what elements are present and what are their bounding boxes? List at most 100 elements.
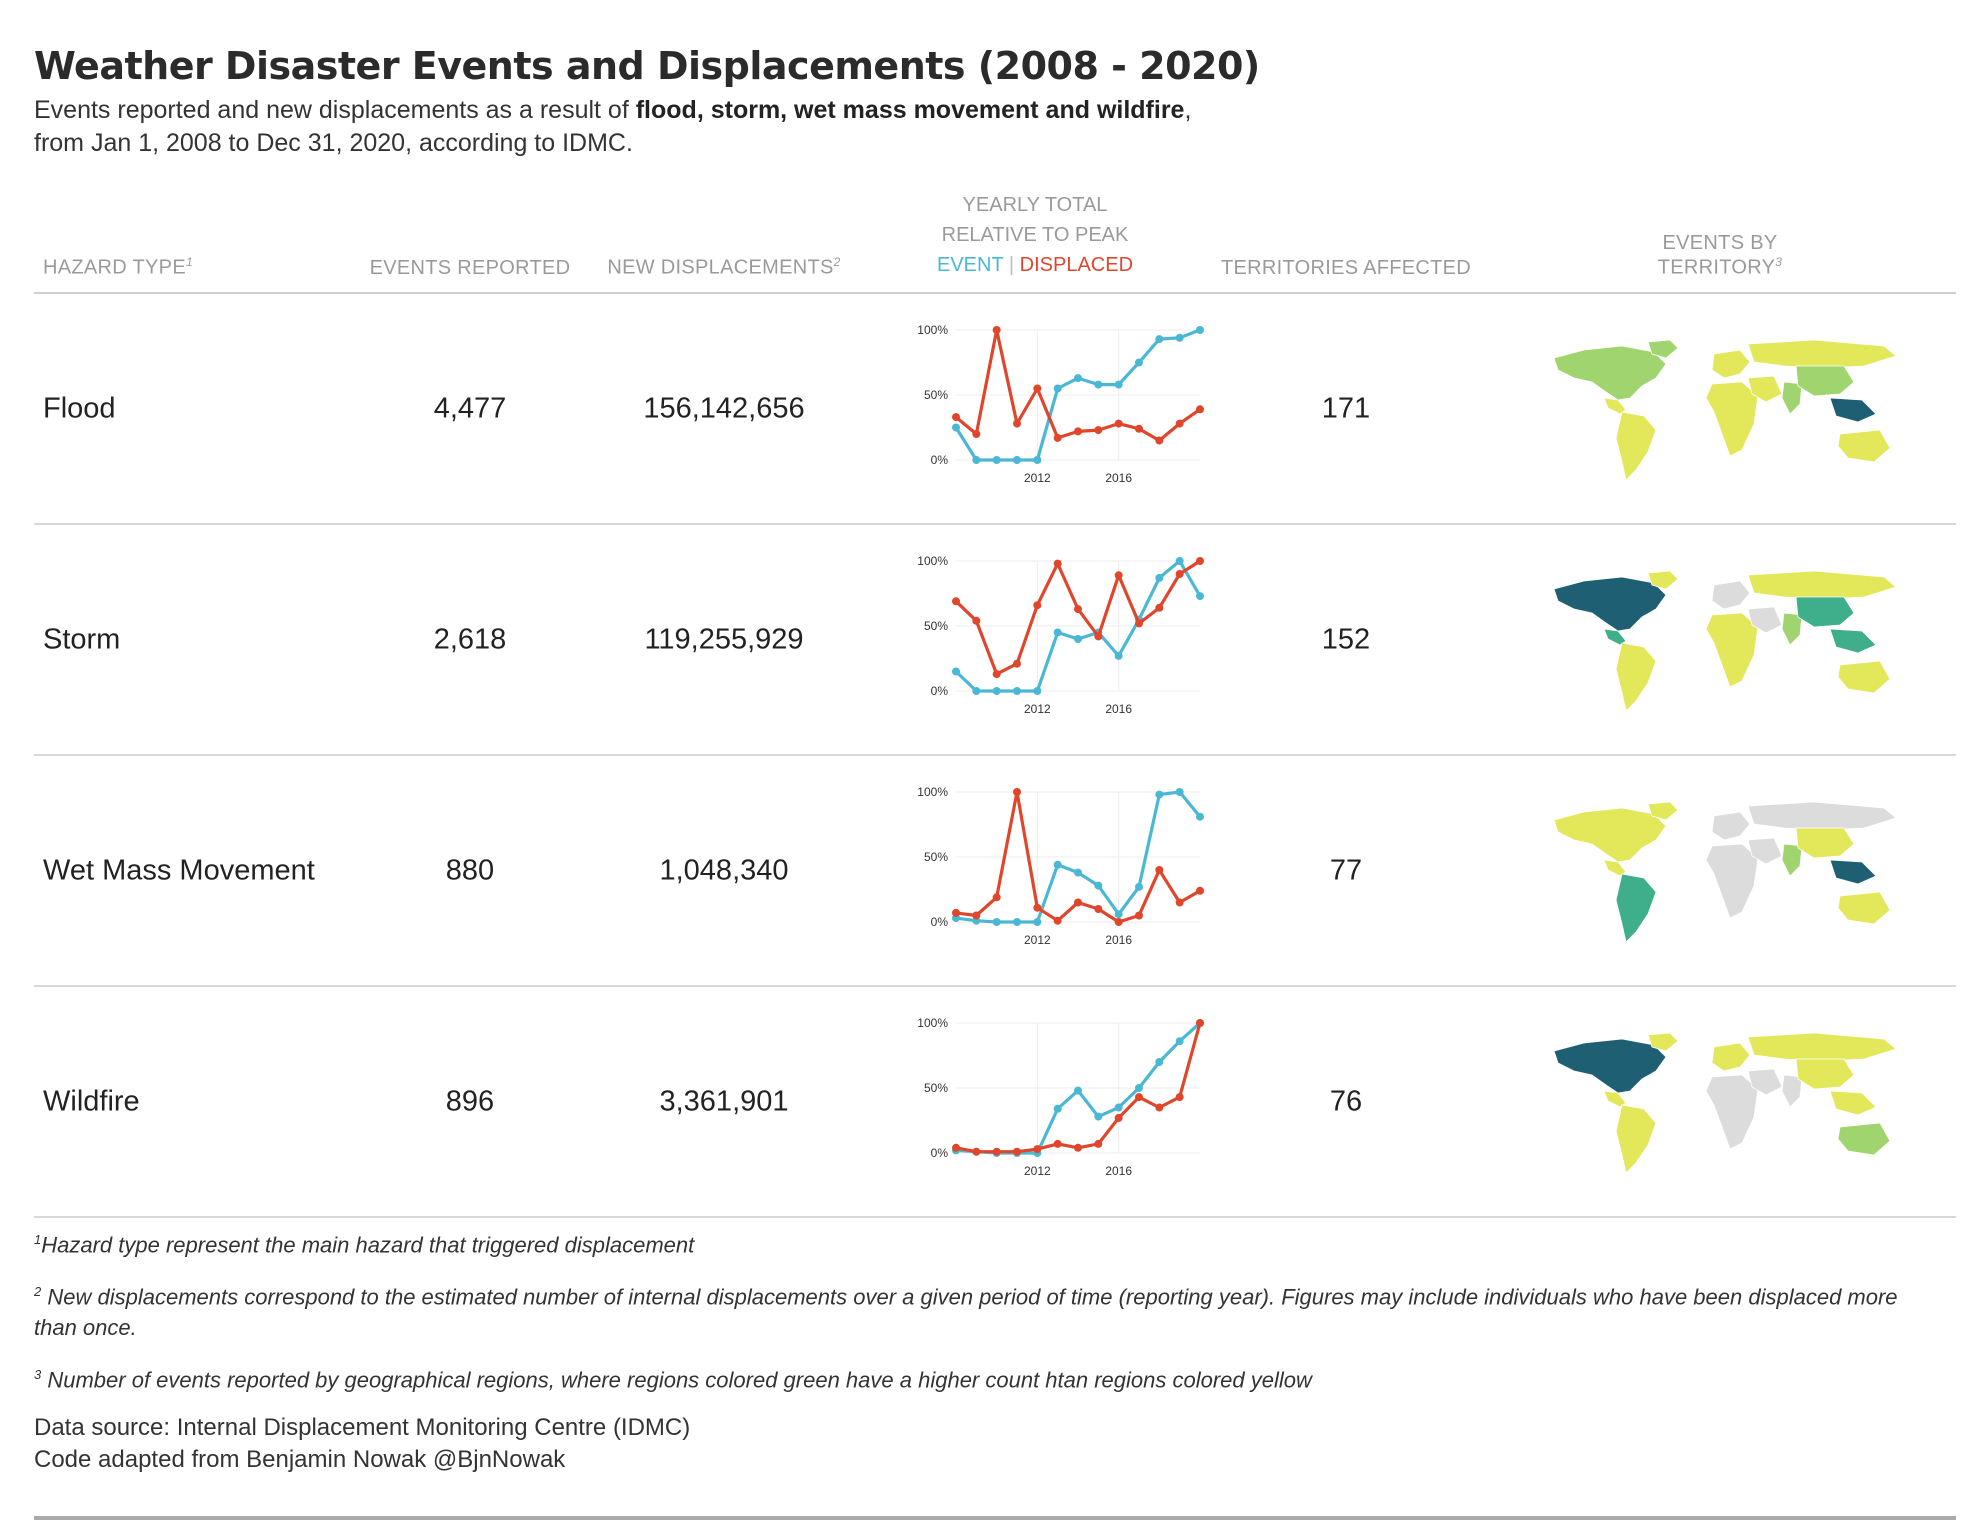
series-displaced (952, 326, 1204, 445)
footnotes: 1Hazard type represent the main hazard t… (34, 1225, 1956, 1476)
footnote: 2 New displacements correspond to the es… (34, 1277, 1956, 1342)
y-tick-label: 50% (924, 1081, 948, 1095)
data-point (1196, 326, 1204, 334)
territories-affected: 152 (1321, 623, 1371, 655)
region-russia (1747, 801, 1897, 831)
data-point (1175, 1037, 1184, 1046)
header-displacements: NEW DISPLACEMENTS2 (607, 255, 840, 280)
data-point (972, 1147, 981, 1156)
y-tick-label: 100% (917, 323, 948, 337)
table-row: Flood 4,477 156,142,656 0% 50% 100% 2012 201… (34, 294, 1956, 525)
new-displacements: 156,142,656 (643, 392, 805, 424)
region-africa (1705, 612, 1759, 688)
region-southeast-asia (1829, 1090, 1877, 1116)
region-africa (1705, 381, 1759, 457)
data-point (1074, 374, 1082, 383)
data-point (1175, 333, 1184, 342)
header-displacements-label: NEW DISPLACEMENTS (607, 257, 834, 279)
data-point (1155, 1103, 1164, 1112)
region-australia (1837, 429, 1891, 463)
header-trend: YEARLY TOTAL RELATIVE TO PEAK EVENT | DI… (937, 190, 1133, 280)
region-north-america (1553, 1038, 1667, 1094)
header-displacements-sup: 2 (833, 255, 841, 270)
data-point (1074, 898, 1082, 907)
data-point (1196, 405, 1204, 414)
data-point (972, 456, 981, 464)
data-point (1053, 1104, 1062, 1113)
region-china (1795, 827, 1855, 859)
events-reported: 880 (445, 854, 495, 886)
data-point (1155, 866, 1164, 874)
events-reported: 2,618 (433, 623, 507, 655)
region-south-america (1615, 1104, 1657, 1174)
world-map-flood (1553, 339, 1897, 481)
region-central-america (1603, 397, 1627, 415)
data-point (952, 667, 960, 676)
footnote-marker: 1 (34, 1232, 42, 1247)
subtitle-post: , (1184, 96, 1192, 124)
region-north-america (1553, 345, 1667, 401)
data-point (1094, 380, 1103, 389)
hazard-name: Wet Mass Movement (43, 854, 315, 886)
region-middle-east (1747, 606, 1783, 634)
table-row: Wet Mass Movement 880 1,048,340 0% 50% 100… (34, 756, 1956, 987)
header-map-label: EVENTS BY TERRITORY (1657, 232, 1778, 279)
header-events: EVENTS REPORTED (369, 257, 571, 279)
data-point (1175, 898, 1184, 907)
footnote-text: Hazard type represent the main hazard th… (41, 1232, 695, 1258)
data-point (1135, 882, 1143, 891)
region-australia (1837, 660, 1891, 694)
data-point (952, 413, 960, 422)
data-point (1094, 1112, 1103, 1121)
sparkline-chart: 0% 50% 100% 2012 2016 (917, 1016, 1204, 1178)
data-point (992, 687, 1001, 695)
header-hazard-sup: 1 (185, 255, 193, 270)
footnote-text: Number of events reported by geographica… (47, 1366, 1312, 1392)
data-point (1175, 419, 1184, 428)
data-point (1175, 570, 1184, 578)
data-point (1114, 380, 1123, 389)
legend-displaced: DISPLACED (1019, 254, 1134, 276)
y-tick-label: 0% (931, 1146, 949, 1160)
x-tick-label: 2012 (1024, 933, 1051, 947)
data-point (972, 616, 981, 625)
y-tick-label: 0% (931, 453, 949, 467)
subtitle-line2: from Jan 1, 2008 to Dec 31, 2020, accord… (34, 129, 633, 157)
events-reported: 4,477 (433, 392, 507, 424)
region-russia (1747, 339, 1897, 369)
data-point (1013, 788, 1021, 796)
y-tick-label: 50% (924, 388, 948, 402)
region-south-america (1615, 642, 1657, 712)
data-point (952, 423, 960, 432)
data-point (1175, 788, 1184, 796)
header-territories: TERRITORIES AFFECTED (1220, 257, 1472, 279)
y-tick-label: 100% (917, 554, 948, 568)
data-point (1175, 557, 1184, 565)
data-point (1155, 436, 1164, 445)
y-tick-label: 0% (931, 684, 949, 698)
data-point (1033, 384, 1042, 393)
data-point (1094, 905, 1103, 913)
data-point (1114, 571, 1123, 580)
data-point (1053, 860, 1062, 869)
footnote-marker: 2 (34, 1284, 42, 1300)
header-hazard-label: HAZARD TYPE (43, 257, 186, 279)
region-greenland (1647, 339, 1679, 359)
region-greenland (1647, 1032, 1679, 1052)
region-central-america (1603, 628, 1627, 646)
region-south-america (1615, 873, 1657, 943)
source-line: Data source: Internal Displacement Monit… (34, 1413, 691, 1441)
sparkline-chart: 0% 50% 100% 2012 2016 (917, 554, 1204, 716)
data-point (1053, 433, 1062, 442)
region-europe (1711, 580, 1751, 610)
footnote-marker: 3 (34, 1366, 42, 1382)
region-middle-east (1747, 1068, 1783, 1096)
data-point (1053, 1139, 1062, 1148)
subtitle-pre: Events reported and new displacements as… (34, 96, 636, 124)
series-line (954, 559, 1201, 676)
data-point (1013, 1147, 1021, 1156)
data-point (992, 893, 1001, 902)
new-displacements: 119,255,929 (644, 623, 804, 655)
data-point (1053, 384, 1062, 393)
chart-grid (956, 560, 1200, 692)
